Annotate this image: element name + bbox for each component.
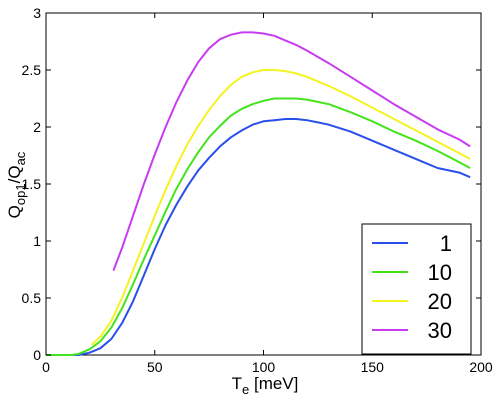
x-tick-label: 50	[147, 359, 163, 375]
tick-layer: 0 50 100 150 200 0 0.5 1 1.5 2 2.5 3	[22, 5, 493, 375]
y-axis-title-sub1: op1	[13, 183, 28, 205]
y-tick-label: 0	[33, 347, 41, 363]
x-axis-title-rest: [meV]	[249, 374, 298, 393]
y-axis-title-sub2: ac	[13, 151, 28, 165]
x-axis-title-main: T	[232, 374, 242, 393]
legend-box	[361, 223, 472, 355]
legend-label-1: 1	[440, 231, 452, 256]
legend-label-10: 10	[428, 260, 452, 285]
legend-label-30: 30	[428, 318, 452, 343]
x-tick-label: 200	[469, 359, 493, 375]
x-tick-label: 100	[252, 359, 276, 375]
y-tick-label: 3	[33, 5, 41, 21]
series-line-30	[112, 31, 471, 271]
series-line-1	[46, 118, 471, 356]
y-axis-title-slash: /	[5, 178, 24, 183]
y-axis-title-q1: Q	[5, 205, 24, 218]
series-line-20	[91, 69, 471, 346]
y-tick-label: 2.5	[22, 62, 42, 78]
y-tick-label: 0.5	[22, 290, 42, 306]
y-tick-label: 2	[33, 119, 41, 135]
series-layer	[46, 31, 471, 356]
y-axis-title-q2: Q	[5, 165, 24, 178]
y-tick-label: 1	[33, 233, 41, 249]
legend-label-20: 20	[428, 289, 452, 314]
x-axis-title-sub: e	[242, 382, 249, 397]
x-tick-label: 0	[42, 359, 50, 375]
legend: 1 10 20 30	[361, 223, 472, 355]
y-tick-label: 1.5	[22, 176, 42, 192]
y-axis-title: Qop1/Qac	[5, 151, 28, 218]
x-axis-title: Te [meV]	[232, 374, 299, 397]
x-tick-label: 150	[361, 359, 385, 375]
series-line-10	[46, 97, 471, 356]
